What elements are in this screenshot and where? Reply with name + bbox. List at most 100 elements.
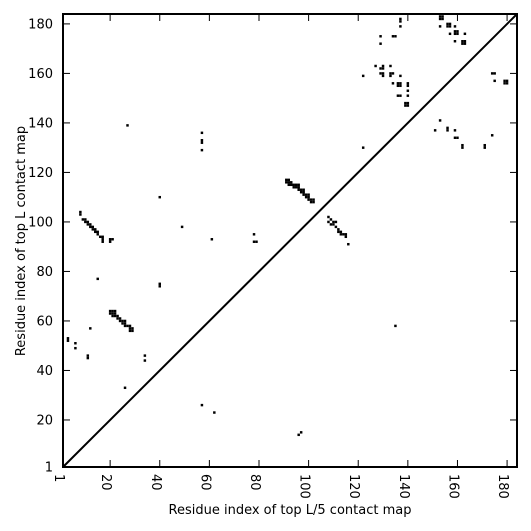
- contact-cell-top-l: [347, 242, 350, 246]
- contact-cell-top-l: [389, 72, 392, 75]
- contact-cell-top-l: [339, 233, 343, 236]
- contact-cell-top-l: [391, 72, 395, 75]
- contact-cell-top-l: [344, 233, 348, 236]
- contact-cell-top-l: [123, 386, 127, 390]
- contact-cell-top-l: [406, 84, 410, 88]
- contact-cell-top-l: [379, 42, 382, 45]
- y-tick-label: 80: [36, 265, 53, 280]
- contact-cell-top-l: [441, 15, 444, 18]
- contact-cell-top-l: [327, 220, 330, 224]
- y-tick-label: 20: [36, 413, 53, 428]
- contact-cell-top-l: [337, 230, 340, 234]
- contact-cell-top-l: [74, 342, 77, 345]
- contact-cell-top-l: [448, 25, 452, 28]
- contact-cell-top-l: [299, 191, 303, 194]
- contact-cell-top-l: [461, 146, 464, 149]
- contact-cell-top-l: [503, 79, 506, 83]
- contact-cell-top-l: [285, 178, 288, 182]
- contact-cell-top-l: [89, 327, 92, 330]
- y-tick-label: 160: [28, 67, 53, 82]
- contact-cell-top-l: [406, 104, 410, 107]
- contact-cell-top-l: [433, 129, 437, 132]
- contact-cell-top-l: [287, 181, 290, 184]
- contact-cell-top-l: [86, 223, 90, 226]
- x-axis-ticks: 1 20 40 60 80 100 120 140 160 180: [51, 14, 510, 499]
- contact-cell-top-l: [297, 186, 300, 189]
- contact-cell-top-l: [339, 230, 343, 234]
- contact-cell-top-l: [453, 25, 457, 28]
- contact-cell-top-l: [299, 188, 303, 191]
- contact-cell-top-l: [399, 25, 402, 28]
- contact-cell-top-l: [505, 79, 509, 83]
- contact-cell-top-l: [461, 143, 464, 147]
- contact-cell-top-l: [89, 225, 92, 229]
- contact-cell-top-l: [113, 309, 117, 313]
- x-tick-label: 180: [495, 474, 510, 499]
- contact-cell-top-l: [309, 200, 313, 204]
- contact-cell-top-l: [307, 198, 310, 201]
- contact-cell-top-l: [438, 25, 442, 28]
- contact-cell-top-l: [453, 40, 457, 43]
- contact-cell-top-l: [337, 228, 340, 231]
- contact-cell-top-l: [79, 210, 82, 214]
- contact-cell-top-l: [84, 218, 87, 221]
- contact-cell-top-l: [304, 193, 308, 196]
- contact-cell-top-l: [86, 220, 90, 224]
- x-axis-label: Residue index of top L/5 contact map: [169, 503, 412, 518]
- x-tick-label: 20: [98, 474, 113, 491]
- contact-cell-top-l: [483, 143, 486, 147]
- contact-cell-top-l: [312, 198, 315, 201]
- contact-cell-top-l: [123, 319, 127, 323]
- contact-cell-top-l: [438, 17, 442, 21]
- contact-cell-top-l: [128, 327, 132, 330]
- contact-cell-top-l: [302, 191, 305, 194]
- diagonal-line: [62, 13, 518, 468]
- contact-cell-top-l5: [297, 433, 300, 437]
- contact-cell-top-l: [297, 188, 300, 191]
- contact-cell-top-l: [332, 223, 335, 226]
- contact-cell-top-l: [158, 285, 161, 288]
- y-tick-label: 40: [36, 364, 53, 379]
- contact-cell-top-l: [86, 356, 90, 360]
- contact-cell-top-l: [287, 178, 290, 182]
- contact-cell-top-l: [453, 30, 457, 33]
- contact-cell-top-l: [404, 104, 407, 107]
- contact-cell-top-l: [483, 146, 486, 149]
- contact-cell-top-l: [399, 82, 402, 85]
- contact-cell-top-l: [285, 181, 288, 184]
- contact-cell-top-l: [438, 119, 442, 122]
- contact-cell-top-l: [255, 240, 258, 243]
- contact-cell-top-l: [503, 82, 506, 85]
- contact-cell-top-l: [98, 235, 102, 239]
- contact-cell-top-l: [297, 183, 300, 187]
- y-tick-label: 100: [28, 215, 53, 230]
- contact-cell-top-l: [396, 82, 400, 85]
- contact-cell-top-l: [74, 346, 77, 350]
- contact-cell-top-l: [381, 67, 385, 70]
- contact-cell-top-l: [66, 337, 70, 340]
- contact-cell-top-l: [453, 136, 457, 139]
- contact-cell-top-l: [396, 84, 400, 88]
- contact-cell-top-l: [302, 193, 305, 196]
- contact-cell-top-l: [406, 94, 410, 97]
- contact-cell-top-l: [389, 74, 392, 78]
- contact-cell-top-l: [379, 67, 382, 70]
- contact-cell-top-l: [116, 317, 119, 320]
- contact-cell-top-l: [84, 220, 87, 224]
- contact-cell-top-l: [101, 238, 104, 241]
- contact-cell-top-l: [381, 74, 385, 78]
- contact-cell-top-l: [91, 228, 95, 231]
- contact-cell-top-l: [304, 195, 308, 199]
- x-tick-label: 100: [297, 474, 312, 499]
- contact-cell-top-l: [399, 20, 402, 23]
- contact-cell-top-l: [123, 322, 127, 325]
- contact-cell-top-l: [453, 129, 457, 132]
- contact-cell-top-l: [66, 339, 70, 342]
- contact-cell-top-l: [108, 240, 112, 243]
- contact-cell-top-l: [404, 101, 407, 105]
- contact-cell-top-l: [86, 354, 90, 357]
- plot-frame: [62, 13, 518, 468]
- contact-cell-top-l: [252, 233, 256, 236]
- contact-cell-top-l: [391, 82, 395, 85]
- contact-cell-top-l: [121, 319, 124, 323]
